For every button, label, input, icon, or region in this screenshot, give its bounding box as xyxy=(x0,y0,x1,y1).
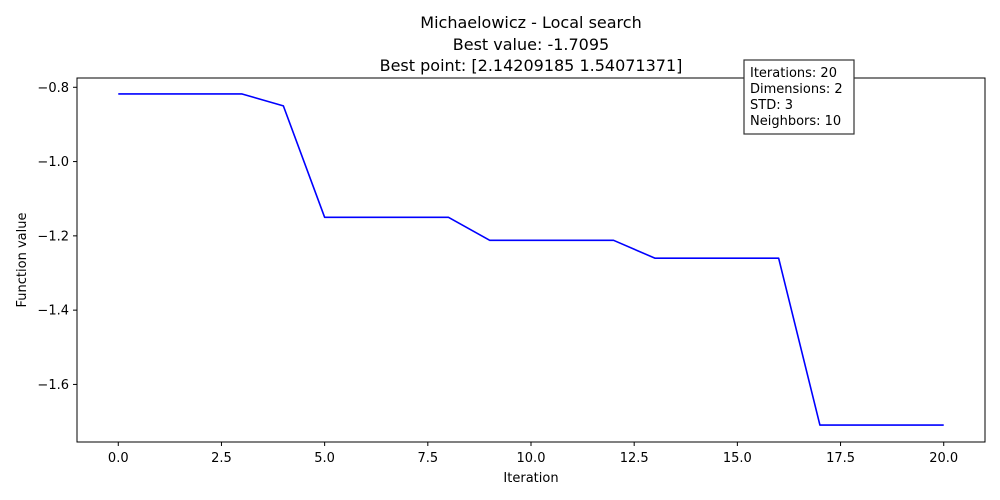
y-axis-label: Function value xyxy=(15,213,30,308)
x-axis-ticks: 0.0 2.5 5.0 7.5 10.0 12.5 15.0 17.5 20.0 xyxy=(108,442,958,466)
chart-title-line-3: Best point: [2.14209185 1.54071371] xyxy=(380,56,683,75)
y-tick-label: −1.6 xyxy=(37,378,69,393)
y-axis-ticks: −1.6 −1.4 −1.2 −1.0 −0.8 xyxy=(37,81,77,393)
y-tick-label: −1.0 xyxy=(37,155,69,170)
x-tick-label: 2.5 xyxy=(211,451,232,466)
annotation-line: Neighbors: 10 xyxy=(750,114,841,129)
y-tick-label: −0.8 xyxy=(37,81,69,96)
series-line-0 xyxy=(118,93,944,426)
chart-title-line-1: Michaelowicz - Local search xyxy=(420,13,641,32)
x-axis-label: Iteration xyxy=(503,471,558,486)
x-tick-label: 10.0 xyxy=(517,451,546,466)
x-tick-label: 15.0 xyxy=(723,451,752,466)
annotation-box-frame xyxy=(743,59,855,135)
annotation-line: Iterations: 20 xyxy=(750,66,837,81)
chart-title: Michaelowicz - Local search Best value: … xyxy=(380,13,683,75)
x-tick-label: 7.5 xyxy=(417,451,438,466)
annotation-line: STD: 3 xyxy=(750,98,793,113)
x-tick-label: 12.5 xyxy=(620,451,649,466)
x-tick-label: 20.0 xyxy=(929,451,958,466)
x-tick-label: 17.5 xyxy=(826,451,855,466)
x-tick-label: 5.0 xyxy=(314,451,335,466)
y-tick-label: −1.4 xyxy=(37,304,69,319)
annotation-line: Dimensions: 2 xyxy=(750,82,843,97)
chart-title-line-2: Best value: -1.7095 xyxy=(453,35,609,54)
y-tick-label: −1.2 xyxy=(37,229,69,244)
x-tick-label: 0.0 xyxy=(108,451,129,466)
